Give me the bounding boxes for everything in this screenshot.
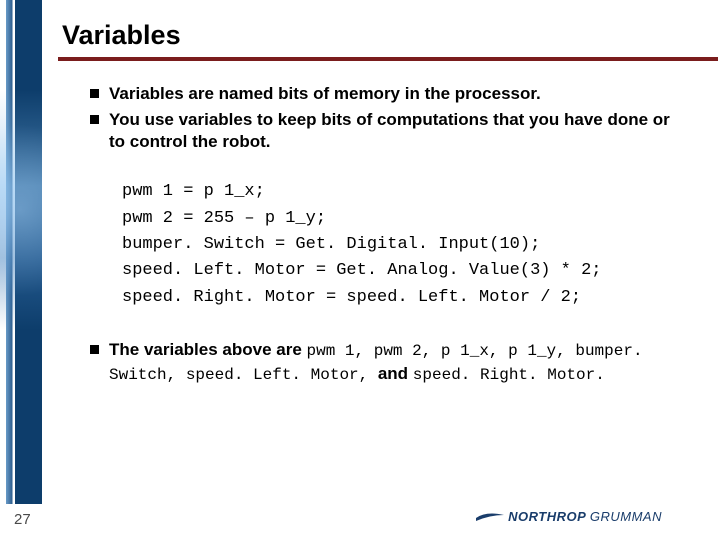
summary-text: The variables above are pwm 1, pwm 2, p … bbox=[109, 339, 680, 386]
code-block: pwm 1 = p 1_x; pwm 2 = 255 – p 1_y; bump… bbox=[122, 179, 680, 311]
summary-and: and bbox=[378, 364, 413, 383]
logo-name2: GRUMMAN bbox=[590, 509, 662, 524]
bullet-text: Variables are named bits of memory in th… bbox=[109, 83, 541, 105]
company-logo: NORTHROP GRUMMAN bbox=[476, 509, 662, 524]
logo-swoosh-icon bbox=[476, 512, 504, 522]
logo-text: NORTHROP GRUMMAN bbox=[508, 509, 662, 524]
summary-item: The variables above are pwm 1, pwm 2, p … bbox=[90, 339, 680, 386]
summary-lastvar: speed. Right. Motor. bbox=[413, 366, 605, 384]
page-number: 27 bbox=[14, 511, 31, 528]
slide-title: Variables bbox=[62, 20, 680, 51]
logo-name1: NORTHROP bbox=[508, 509, 586, 524]
code-line: pwm 1 = p 1_x; bbox=[122, 179, 680, 205]
bullet-marker-icon bbox=[90, 345, 99, 354]
slide-content: Variables Variables are named bits of me… bbox=[62, 20, 680, 500]
code-line: bumper. Switch = Get. Digital. Input(10)… bbox=[122, 232, 680, 258]
bullet-marker-icon bbox=[90, 115, 99, 124]
bullet-item: Variables are named bits of memory in th… bbox=[90, 83, 680, 105]
summary-list: The variables above are pwm 1, pwm 2, p … bbox=[90, 339, 680, 386]
title-underline bbox=[58, 57, 718, 61]
bullet-text: You use variables to keep bits of comput… bbox=[109, 109, 680, 153]
summary-prefix: The variables above are bbox=[109, 340, 307, 359]
left-decorative-stripe bbox=[0, 0, 42, 540]
bullet-item: You use variables to keep bits of comput… bbox=[90, 109, 680, 153]
bullet-marker-icon bbox=[90, 89, 99, 98]
code-line: pwm 2 = 255 – p 1_y; bbox=[122, 206, 680, 232]
bullet-list: Variables are named bits of memory in th… bbox=[90, 83, 680, 153]
code-line: speed. Left. Motor = Get. Analog. Value(… bbox=[122, 258, 680, 284]
code-line: speed. Right. Motor = speed. Left. Motor… bbox=[122, 285, 680, 311]
